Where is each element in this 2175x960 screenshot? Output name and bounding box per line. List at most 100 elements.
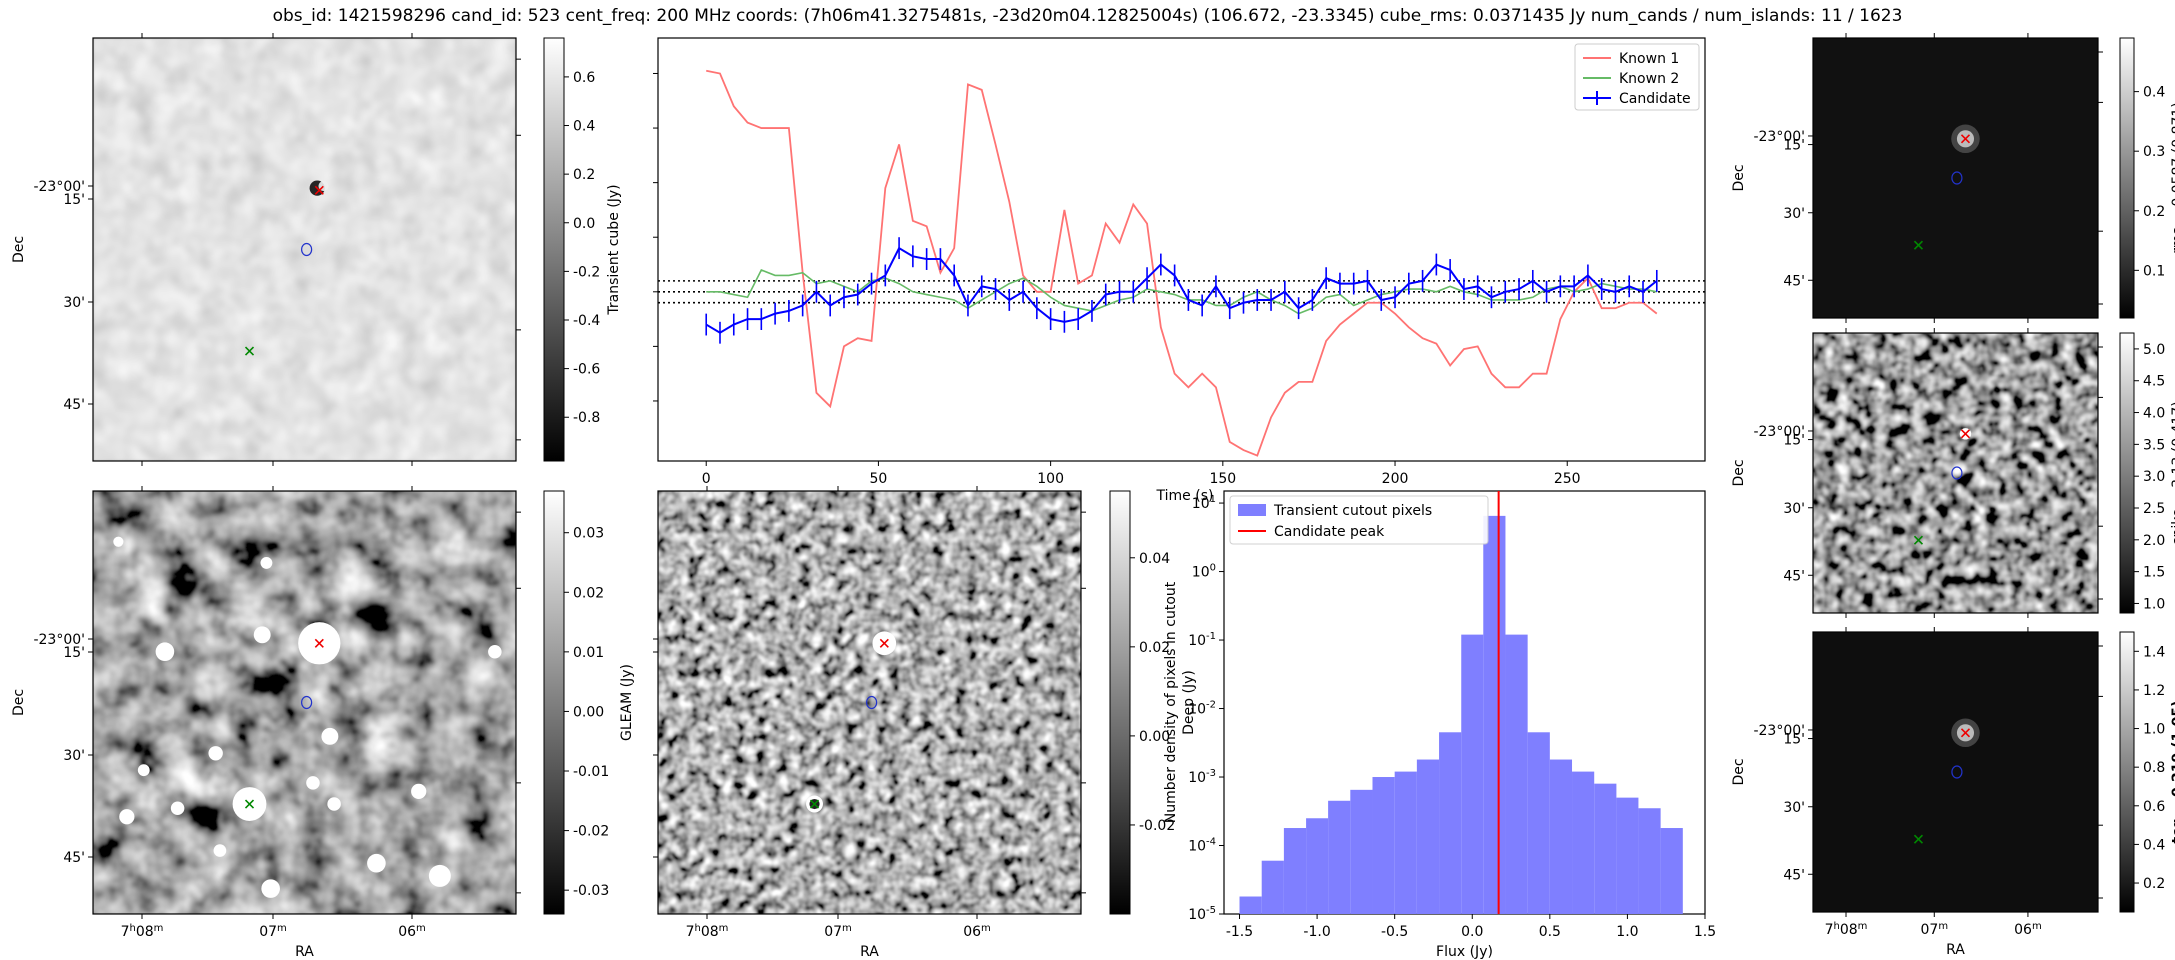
- transient-dec-tick-label: 30': [63, 295, 85, 311]
- rms-dec-tick-label: 30': [1783, 206, 1805, 222]
- transient-colorbar-tick-label: 0.2: [573, 167, 595, 183]
- spike-colorbar-tick-label: 4.0: [2143, 406, 2165, 422]
- histogram-x-tick-label: -1.0: [1303, 924, 1330, 940]
- spike-island-contour: [1951, 466, 1963, 480]
- deep-ra-axis-label: RA: [860, 944, 879, 960]
- spike-colorbar-tick-label: 3.5: [2143, 437, 2165, 453]
- rms-colorbar: 0.4 0.3 0.2 0.1 rms = 0.0587 (0.871): [2119, 37, 2175, 319]
- legend-entry: Candidate: [1619, 91, 1691, 107]
- gleam-colorbar-label: GLEAM (Jy): [619, 664, 635, 741]
- histogram-bar: [1527, 732, 1550, 914]
- rms-frame: [1812, 37, 2099, 319]
- transient-colorbar-tick-label: -0.8: [573, 410, 600, 426]
- tcg-dec-tick-label: 15': [1783, 732, 1805, 748]
- deep-colorbar-tick-label: 0.02: [1139, 640, 1170, 656]
- tcg-colorbar-tick-label: 1.2: [2143, 683, 2165, 699]
- histogram-y-tick-label: 10-1: [1188, 631, 1216, 649]
- gleam-dec-tick-label: 30': [63, 748, 85, 764]
- transient-colorbar-tick-label: 0.4: [573, 119, 595, 135]
- gleam-known-marker: [244, 799, 255, 809]
- rms-colorbar-tick-label: 0.3: [2143, 144, 2165, 160]
- transient-dec-tick-label: 15': [63, 192, 85, 208]
- gleam-source-16: [488, 644, 502, 659]
- gleam-source-14: [137, 764, 150, 777]
- deep-candidate-marker: [879, 638, 889, 648]
- gleam-dec-tick-label: -23°00': [33, 632, 85, 648]
- gleam-frame: [92, 490, 517, 915]
- deep-ra-tick-label: 07m: [824, 923, 852, 940]
- rms-image-bg: [1813, 38, 2098, 318]
- histogram-bar: [1372, 777, 1395, 914]
- tcg-colorbar-tick-label: 1.4: [2143, 644, 2165, 660]
- histogram-bar: [1416, 759, 1440, 914]
- transient-island-contour: [301, 242, 313, 257]
- deep-frame: [657, 490, 1082, 915]
- histogram-legend: [1229, 495, 1489, 545]
- tcg-dec-tick-label: -23°00': [1753, 723, 1805, 739]
- spike-known-marker: [1913, 535, 1924, 545]
- spike-colorbar-label: spike = 3.13 (0.417): [2170, 401, 2175, 545]
- transient-candidate-marker: [314, 185, 324, 195]
- gleam-ra-tick-label: 06m: [398, 923, 426, 940]
- panel-spike: [1808, 328, 2103, 618]
- histogram-bar: [1306, 818, 1329, 914]
- rms-known-marker: [1913, 240, 1924, 250]
- gleam-source-6: [170, 801, 185, 816]
- tcg-frame: [1812, 631, 2099, 913]
- lightcurve-x-tick-label: 0: [702, 471, 711, 487]
- legend-entry: Transient cutout pixels: [1273, 503, 1432, 519]
- legend-swatch: [1238, 504, 1266, 516]
- histogram-x-tick-label: -1.5: [1226, 924, 1253, 940]
- deep-colorbar-label: Deep (Jy): [1181, 670, 1197, 735]
- gleam-colorbar-tick-label: -0.02: [573, 824, 609, 840]
- spike-colorbar-tick-label: 2.5: [2143, 501, 2165, 517]
- tcg-colorbar-tick-label: 0.8: [2143, 760, 2165, 776]
- gleam-source-7: [213, 844, 227, 857]
- figure-title: obs_id: 1421598296 cand_id: 523 cent_fre…: [272, 6, 1903, 26]
- tcg-ra-tick-label: 07m: [1920, 921, 1948, 938]
- transient-colorbar-tick-label: -0.2: [573, 264, 600, 280]
- tcg-known-marker: [1913, 834, 1924, 844]
- rms-candidate-marker: [1960, 134, 1971, 144]
- lightcurve-chart: 0 50 100 150 200 250 Time (s) Known 1 Known 2 Can…: [653, 37, 1706, 504]
- histogram-bar: [1594, 783, 1617, 914]
- histogram-bar: [1328, 800, 1351, 914]
- transient-colorbar-gradient: [543, 37, 565, 462]
- tcg-colorbar-label: tcg = 0.219 (1.05): [2170, 701, 2175, 844]
- gleam-island-contour: [301, 695, 313, 710]
- gleam-source-3: [253, 626, 271, 644]
- lightcurve-x-axis-label: Time (s): [1156, 488, 1214, 504]
- gleam-source-13: [119, 809, 135, 825]
- spike-candidate-marker: [1960, 429, 1971, 439]
- histogram-y-tick-label: 10-2: [1188, 700, 1216, 718]
- histogram-bar: [1394, 771, 1417, 914]
- tcg-candidate-marker: [1960, 728, 1971, 738]
- lightcurve-x-tick-label: 200: [1382, 471, 1409, 487]
- legend-entry: Known 2: [1619, 71, 1679, 87]
- rms-colorbar-tick-label: 0.1: [2143, 263, 2165, 279]
- tcg-dec-tick-label: 45': [1783, 867, 1805, 883]
- gleam-ra-axis-label: RA: [295, 944, 314, 960]
- spike-noise: [1813, 333, 2098, 613]
- spike-colorbar: 5.0 4.5 4.0 3.5 3.0 2.5 2.0 1.5 1.0 spike = 3.13 …: [2119, 332, 2175, 614]
- deep-colorbar-tick-label: 0.00: [1139, 729, 1170, 745]
- histogram-bar: [1261, 860, 1284, 914]
- gleam-source-18: [260, 556, 273, 569]
- rms-island-contour: [1951, 171, 1963, 185]
- gleam-dec-tick-label: 15': [63, 645, 85, 661]
- histogram-bar: [1350, 789, 1373, 914]
- histogram-bar: [1461, 634, 1484, 914]
- deep-island-contour: [866, 695, 878, 710]
- gleam-colorbar-tick-label: -0.01: [573, 764, 609, 780]
- tcg-colorbar-tick-label: 0.6: [2143, 799, 2165, 815]
- panel-transient: -23°00'15' 30' 45' Dec: [11, 33, 521, 466]
- histogram-y-tick-label: 100: [1192, 563, 1216, 581]
- rms-colorbar-gradient: [2119, 37, 2135, 319]
- panel-tcg: 7h08m 07m 06m RA: [1808, 627, 2103, 958]
- gleam-source-5: [208, 746, 223, 761]
- spike-colorbar-gradient: [2119, 332, 2135, 614]
- transient-colorbar-tick-label: -0.4: [573, 313, 600, 329]
- spike-colorbar-tick-label: 2.0: [2143, 533, 2165, 549]
- rms-colorbar-tick-label: 0.4: [2143, 85, 2165, 101]
- gleam-dec-axis-label: Dec: [11, 689, 27, 716]
